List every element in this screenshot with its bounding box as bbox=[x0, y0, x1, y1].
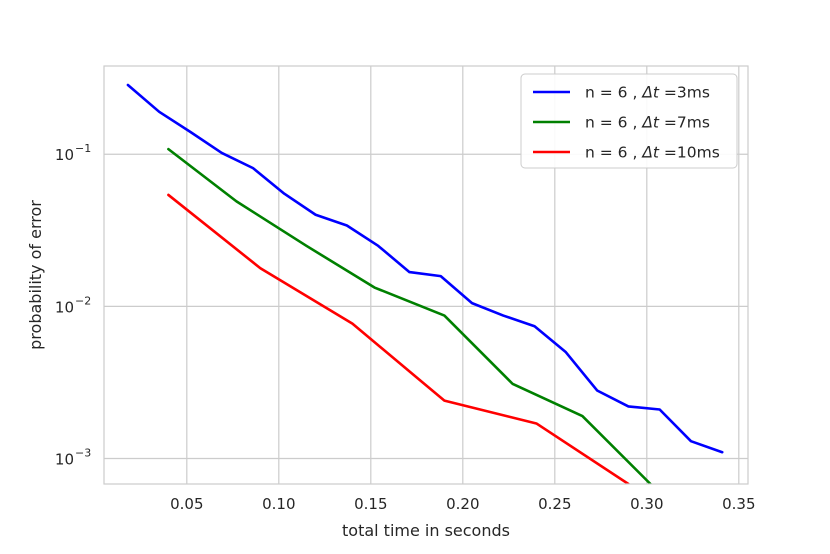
series-line-1 bbox=[167, 147, 652, 484]
y-tick-base: 10 bbox=[55, 298, 74, 316]
x-tick-label: 0.15 bbox=[354, 495, 387, 513]
y-tick-label: 10 −1 bbox=[55, 142, 91, 164]
chart-legend: n = 6 , Δt =3ms n = 6 , Δt =7ms n = 6 , Δt… bbox=[520, 73, 738, 169]
legend-label: n = 6 , Δt =3ms bbox=[585, 84, 710, 102]
y-tick-label: 10 −2 bbox=[55, 294, 91, 316]
legend-item: n = 6 , Δt =3ms bbox=[533, 84, 710, 102]
y-tick-exponent: −3 bbox=[75, 447, 91, 460]
plot-area-frame bbox=[103, 65, 749, 485]
y-tick-exponent: −1 bbox=[75, 142, 91, 155]
x-tick-label: 0.05 bbox=[170, 495, 203, 513]
x-axis-label: total time in seconds bbox=[342, 521, 510, 540]
x-axis-ticks: 0.05 0.10 0.15 0.20 0.25 0.30 0.35 bbox=[170, 495, 755, 513]
legend-label: n = 6 , Δt =10ms bbox=[585, 144, 720, 162]
y-tick-base: 10 bbox=[55, 451, 74, 469]
x-tick-label: 0.30 bbox=[630, 495, 663, 513]
x-tick-label: 0.25 bbox=[538, 495, 571, 513]
legend-box bbox=[520, 73, 738, 169]
y-tick-base: 10 bbox=[55, 146, 74, 164]
y-axis-ticks: 10−110−210−3 bbox=[55, 142, 91, 468]
series-line-2 bbox=[167, 193, 630, 484]
x-tick-label: 0.20 bbox=[446, 495, 479, 513]
chart-series-layer bbox=[126, 83, 724, 484]
legend-item: n = 6 , Δt =7ms bbox=[533, 114, 710, 132]
x-tick-label: 0.10 bbox=[262, 495, 295, 513]
legend-label: n = 6 , Δt =7ms bbox=[585, 114, 710, 132]
series-line-0 bbox=[126, 83, 724, 454]
y-axis-label: probability of error bbox=[26, 200, 45, 350]
x-tick-label: 0.35 bbox=[722, 495, 755, 513]
y-tick-label: 10 −3 bbox=[55, 447, 91, 469]
legend-item: n = 6 , Δt =10ms bbox=[533, 144, 720, 162]
y-tick-exponent: −2 bbox=[75, 294, 91, 307]
